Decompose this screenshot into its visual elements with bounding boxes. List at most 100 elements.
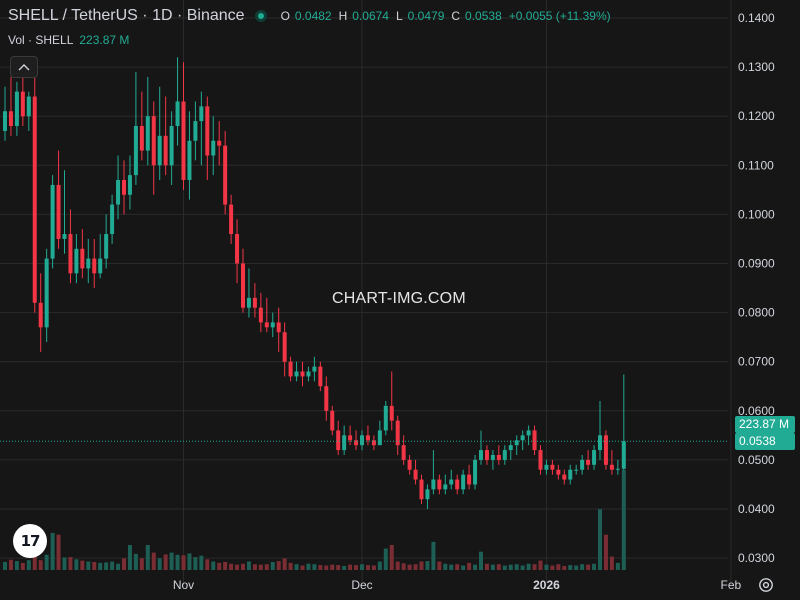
price-tick-label: 0.1300 (738, 60, 775, 74)
volume-bar (568, 565, 573, 570)
candle-body (603, 435, 608, 465)
price-axis[interactable]: 0.1400 0.1300 0.1200 0.1100 0.1000 0.0900 0.08… (738, 11, 775, 565)
volume-bar (556, 564, 561, 570)
logo-text: 17 (20, 532, 41, 550)
volume-bar (68, 557, 73, 570)
change-value: +0.0055 (+11.39%) (508, 9, 611, 23)
volume-bar (211, 561, 216, 570)
candle-body (163, 135, 168, 166)
gear-icon[interactable] (756, 575, 776, 595)
volume-bar (258, 564, 263, 570)
candle-body (484, 450, 489, 460)
volume-label[interactable]: Vol · SHELL (8, 33, 74, 47)
volume-bar (306, 563, 311, 570)
candle-body (586, 459, 591, 465)
candle-body (389, 405, 394, 421)
candle-body (621, 441, 626, 469)
candle-body (443, 484, 448, 490)
volume-bar (20, 562, 25, 570)
candle-body (324, 386, 329, 411)
volume-bar (181, 555, 186, 570)
candle-body (282, 332, 287, 362)
candle-body (133, 126, 138, 176)
volume-bar (199, 555, 204, 570)
candle-body (330, 410, 335, 431)
time-tick-label: Feb (721, 578, 742, 592)
volume-bar (586, 564, 591, 570)
candle-body (104, 234, 109, 259)
candle-body (139, 126, 144, 151)
volume-bar (318, 565, 323, 570)
candle-body (276, 322, 281, 333)
candle-body (490, 454, 495, 460)
candle-body (598, 435, 602, 451)
volume-bar (288, 562, 293, 570)
candle-body (264, 322, 269, 328)
volume-bar (56, 534, 61, 570)
candle-body (26, 96, 31, 117)
candle-body (544, 464, 549, 470)
candle-body (419, 479, 424, 500)
volume-bar (157, 558, 162, 570)
volume-bar (241, 563, 245, 570)
volume-bar (467, 562, 472, 570)
volume-bar (133, 553, 138, 570)
volume-bar (223, 561, 228, 570)
candle-body (175, 101, 180, 127)
candle-body (502, 450, 507, 460)
symbol-title[interactable]: SHELL / TetherUS · 1D · Binance (8, 7, 245, 24)
candle-body (252, 297, 257, 308)
volume-bar (8, 559, 13, 570)
candle-body (532, 430, 537, 451)
candle-body (38, 302, 43, 328)
collapse-legend-button[interactable] (10, 56, 38, 78)
volume-bar (282, 558, 287, 570)
price-tick-label: 0.1200 (738, 109, 775, 123)
candle-body (300, 371, 305, 377)
volume-bar (574, 565, 579, 570)
candle-body (98, 258, 103, 274)
candle-body (580, 459, 585, 470)
candle-body (407, 459, 412, 470)
volume-bar (544, 564, 549, 570)
volume-bar (342, 565, 347, 570)
high-label: H (338, 9, 348, 23)
volume-bar (62, 557, 67, 570)
time-axis[interactable]: Nov Dec 2026 Feb (173, 578, 742, 592)
volume-bar (270, 561, 275, 570)
candle-body (413, 469, 418, 480)
candle-body (449, 479, 454, 485)
candles (3, 57, 626, 509)
price-tick-label: 0.0800 (738, 306, 775, 320)
candle-body (562, 474, 567, 480)
volume-bar (205, 559, 210, 570)
volume-bar (348, 564, 353, 570)
candle-body (127, 175, 132, 195)
candle-body (473, 459, 478, 485)
volume-bar (151, 552, 156, 570)
volume-bar (116, 563, 121, 570)
volume-bar (609, 556, 614, 570)
price-tick-label: 0.0600 (738, 404, 775, 418)
candle-body (187, 140, 192, 181)
volume-bar (80, 560, 85, 570)
candle-body (568, 469, 573, 480)
volume-bar (3, 561, 7, 570)
tradingview-logo-icon[interactable]: 17 (13, 524, 47, 558)
candle-body (288, 361, 293, 377)
candle-body (74, 248, 79, 274)
close-label: C (451, 9, 461, 23)
candle-body (44, 258, 49, 328)
candle-body (383, 405, 388, 431)
volume-bar (490, 564, 495, 570)
volume-bar (229, 563, 234, 570)
volume-bar (104, 562, 109, 570)
candle-body (312, 366, 317, 372)
candle-body (86, 258, 91, 269)
volume-bar (449, 564, 454, 570)
volume-bar (425, 561, 430, 570)
volume-value: 223.87 M (79, 33, 130, 47)
volume-bar (419, 561, 424, 570)
